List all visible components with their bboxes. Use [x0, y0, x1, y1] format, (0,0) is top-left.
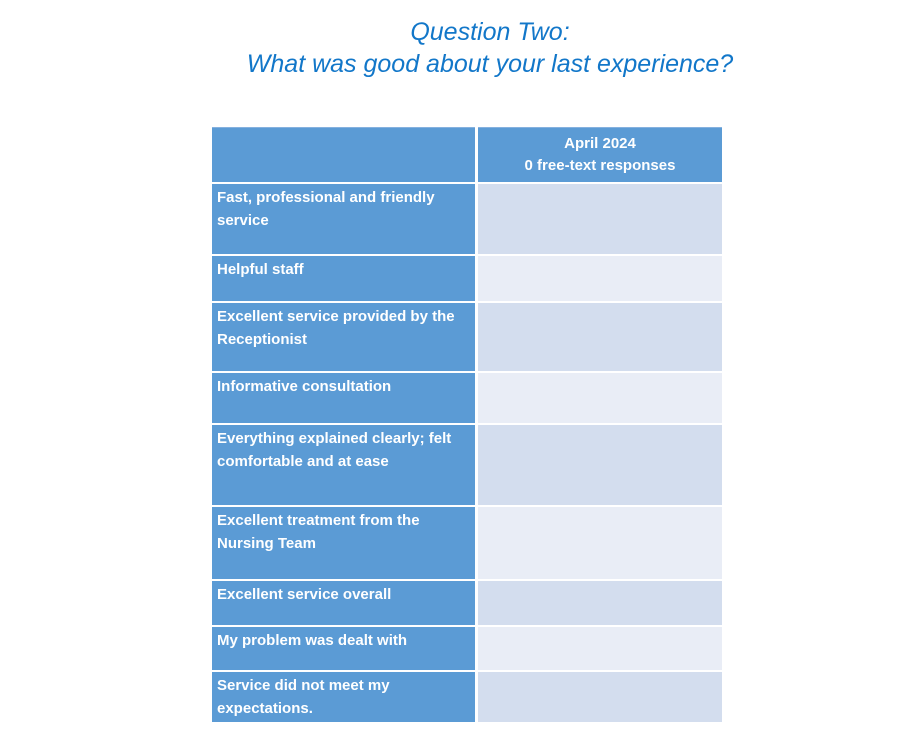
row-value-cell [478, 581, 722, 625]
header-response-count: 0 free-text responses [524, 157, 676, 174]
row-value-cell [478, 672, 722, 722]
row-value-cell [478, 507, 722, 579]
table-row: My problem was dealt with [212, 627, 722, 670]
row-label: Fast, professional and friendly service [212, 184, 475, 254]
table-body: Fast, professional and friendly service H… [212, 184, 722, 722]
row-value-cell [478, 303, 722, 371]
row-label: Excellent service provided by the Recept… [212, 303, 475, 371]
table-row: Excellent service overall [212, 581, 722, 625]
title-line-2: What was good about your last experience… [246, 50, 734, 78]
table-row: Fast, professional and friendly service [212, 184, 722, 254]
row-label: Everything explained clearly; felt comfo… [212, 425, 475, 505]
page-title: Question Two: What was good about your l… [28, 16, 924, 80]
row-label: Excellent service overall [212, 581, 475, 625]
row-value-cell [478, 627, 722, 670]
header-cell-empty [212, 127, 475, 182]
header-cell-april-2024: April 2024 0 free-text responses [478, 127, 722, 182]
row-label: Service did not meet my expectations. [212, 672, 475, 722]
table-row: Helpful staff [212, 256, 722, 301]
row-label: My problem was dealt with [212, 627, 475, 670]
table-header-row: April 2024 0 free-text responses [212, 127, 722, 182]
row-label: Informative consultation [212, 373, 475, 423]
row-value-cell [478, 184, 722, 254]
title-line-1: Question Two: [410, 18, 570, 46]
row-label: Excellent treatment from the Nursing Tea… [212, 507, 475, 579]
row-value-cell [478, 256, 722, 301]
table-row: Excellent treatment from the Nursing Tea… [212, 507, 722, 579]
table-row: Informative consultation [212, 373, 722, 423]
row-value-cell [478, 373, 722, 423]
responses-table: April 2024 0 free-text responses Fast, p… [212, 127, 722, 724]
table-row: Excellent service provided by the Recept… [212, 303, 722, 371]
header-month-label: April 2024 [564, 135, 636, 152]
row-value-cell [478, 425, 722, 505]
row-label: Helpful staff [212, 256, 475, 301]
table-row: Service did not meet my expectations. [212, 672, 722, 722]
table-row: Everything explained clearly; felt comfo… [212, 425, 722, 505]
